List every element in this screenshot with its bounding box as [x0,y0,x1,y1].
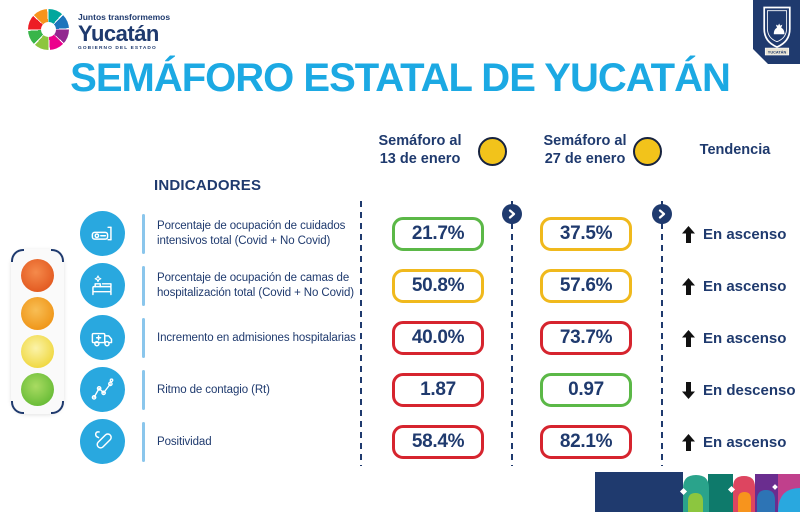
traffic-light-yellow [21,335,54,368]
row-divider [142,422,145,462]
value-13-enero: 21.7% [392,217,484,251]
trend-label: En ascenso [703,277,787,295]
hospital-bed-icon [80,263,125,308]
indicator-row: Positividad 58.4% 82.1% En ascenso [0,417,800,467]
value-27-enero: 0.97 [540,373,632,407]
col1-line2: 13 de enero [379,150,461,167]
value-27-enero: 37.5% [540,217,632,251]
traffic-light-green [21,373,54,406]
indicator-row: Porcentaje de ocupación de camas de hosp… [0,261,800,311]
emblem-label: YUCATÁN [767,49,786,54]
page-title: SEMÁFORO ESTATAL DE YUCATÁN [70,56,731,100]
traffic-light-orange [21,297,54,330]
chevron-right-icon [502,204,522,224]
semaforo-status-circle-13 [478,137,507,166]
indicator-label: Porcentaje de ocupación de camas de hosp… [157,272,355,299]
trend-arrow-icon [682,381,695,399]
trend-label: En ascenso [703,329,787,347]
indicator-label: Ritmo de contagio (Rt) [157,383,270,396]
indicator-label: Porcentaje de ocupación de cuidados inte… [157,220,346,247]
column-header-tendencia: Tendencia [699,142,771,158]
row-divider [142,214,145,254]
state-emblem-badge: YUCATÁN [753,0,800,64]
indicator-row: Porcentaje de ocupación de cuidados inte… [0,209,800,259]
trend-label: En descenso [703,381,796,399]
value-27-enero: 57.6% [540,269,632,303]
indicator-label: Incremento en admisiones hospitalarias [157,331,356,344]
value-13-enero: 50.8% [392,269,484,303]
trend-label: En ascenso [703,433,787,451]
indicator-row: Incremento en admisiones hospitalarias 4… [0,313,800,363]
row-divider [142,318,145,358]
swab-test-icon [80,419,125,464]
indicator-label: Positividad [157,435,212,448]
icu-bed-icon [80,211,125,256]
trend-cell: En ascenso [682,313,786,363]
trend-arrow-icon [682,225,695,243]
trend-arrow-icon [682,329,695,347]
value-13-enero: 58.4% [392,425,484,459]
row-divider [142,370,145,410]
dashed-divider [661,201,663,466]
row-divider [142,266,145,306]
traffic-light-red-orange [21,259,54,292]
value-27-enero: 73.7% [540,321,632,355]
trend-arrow-icon [682,433,695,451]
yucatan-flower-logo-icon [28,9,69,50]
logo-text: Juntos transformemos Yucatán GOBIERNO DE… [78,9,170,51]
government-logo: Juntos transformemos Yucatán GOBIERNO DE… [28,9,170,51]
indicators-header: INDICADORES [154,177,262,194]
value-27-enero: 82.1% [540,425,632,459]
trend-label: En ascenso [703,225,787,243]
semaforo-status-circle-27 [633,137,662,166]
col2-line2: 27 de enero [544,150,626,167]
col1-line1: Semáforo al [378,133,462,149]
shield-icon: YUCATÁN [761,5,793,57]
ambulance-icon [80,315,125,360]
contagion-rate-icon [80,367,125,412]
trend-cell: En descenso [682,365,796,415]
logo-subtitle: GOBIERNO DEL ESTADO [78,45,157,51]
trend-cell: En ascenso [682,209,786,259]
logo-name: Yucatán [78,20,159,46]
traffic-light-frame-corner [51,249,64,262]
indicator-row: Ritmo de contagio (Rt) 1.87 0.97 En desc… [0,365,800,415]
chevron-right-icon [652,204,672,224]
value-13-enero: 40.0% [392,321,484,355]
deer-icon [773,24,784,35]
dashed-divider [511,201,513,466]
logo-tagline: Juntos transformemos [78,12,171,22]
traffic-light [11,249,64,414]
dashed-divider [360,201,362,466]
column-header-13-enero: Semáforo al 13 de enero [364,133,476,168]
trend-cell: En ascenso [682,261,786,311]
col2-line1: Semáforo al [543,133,627,149]
traffic-light-frame-corner [11,401,24,414]
trend-arrow-icon [682,277,695,295]
trend-cell: En ascenso [682,417,786,467]
footer-decoration [595,472,800,512]
column-header-27-enero: Semáforo al 27 de enero [529,133,641,168]
traffic-light-frame-corner [11,249,24,262]
value-13-enero: 1.87 [392,373,484,407]
